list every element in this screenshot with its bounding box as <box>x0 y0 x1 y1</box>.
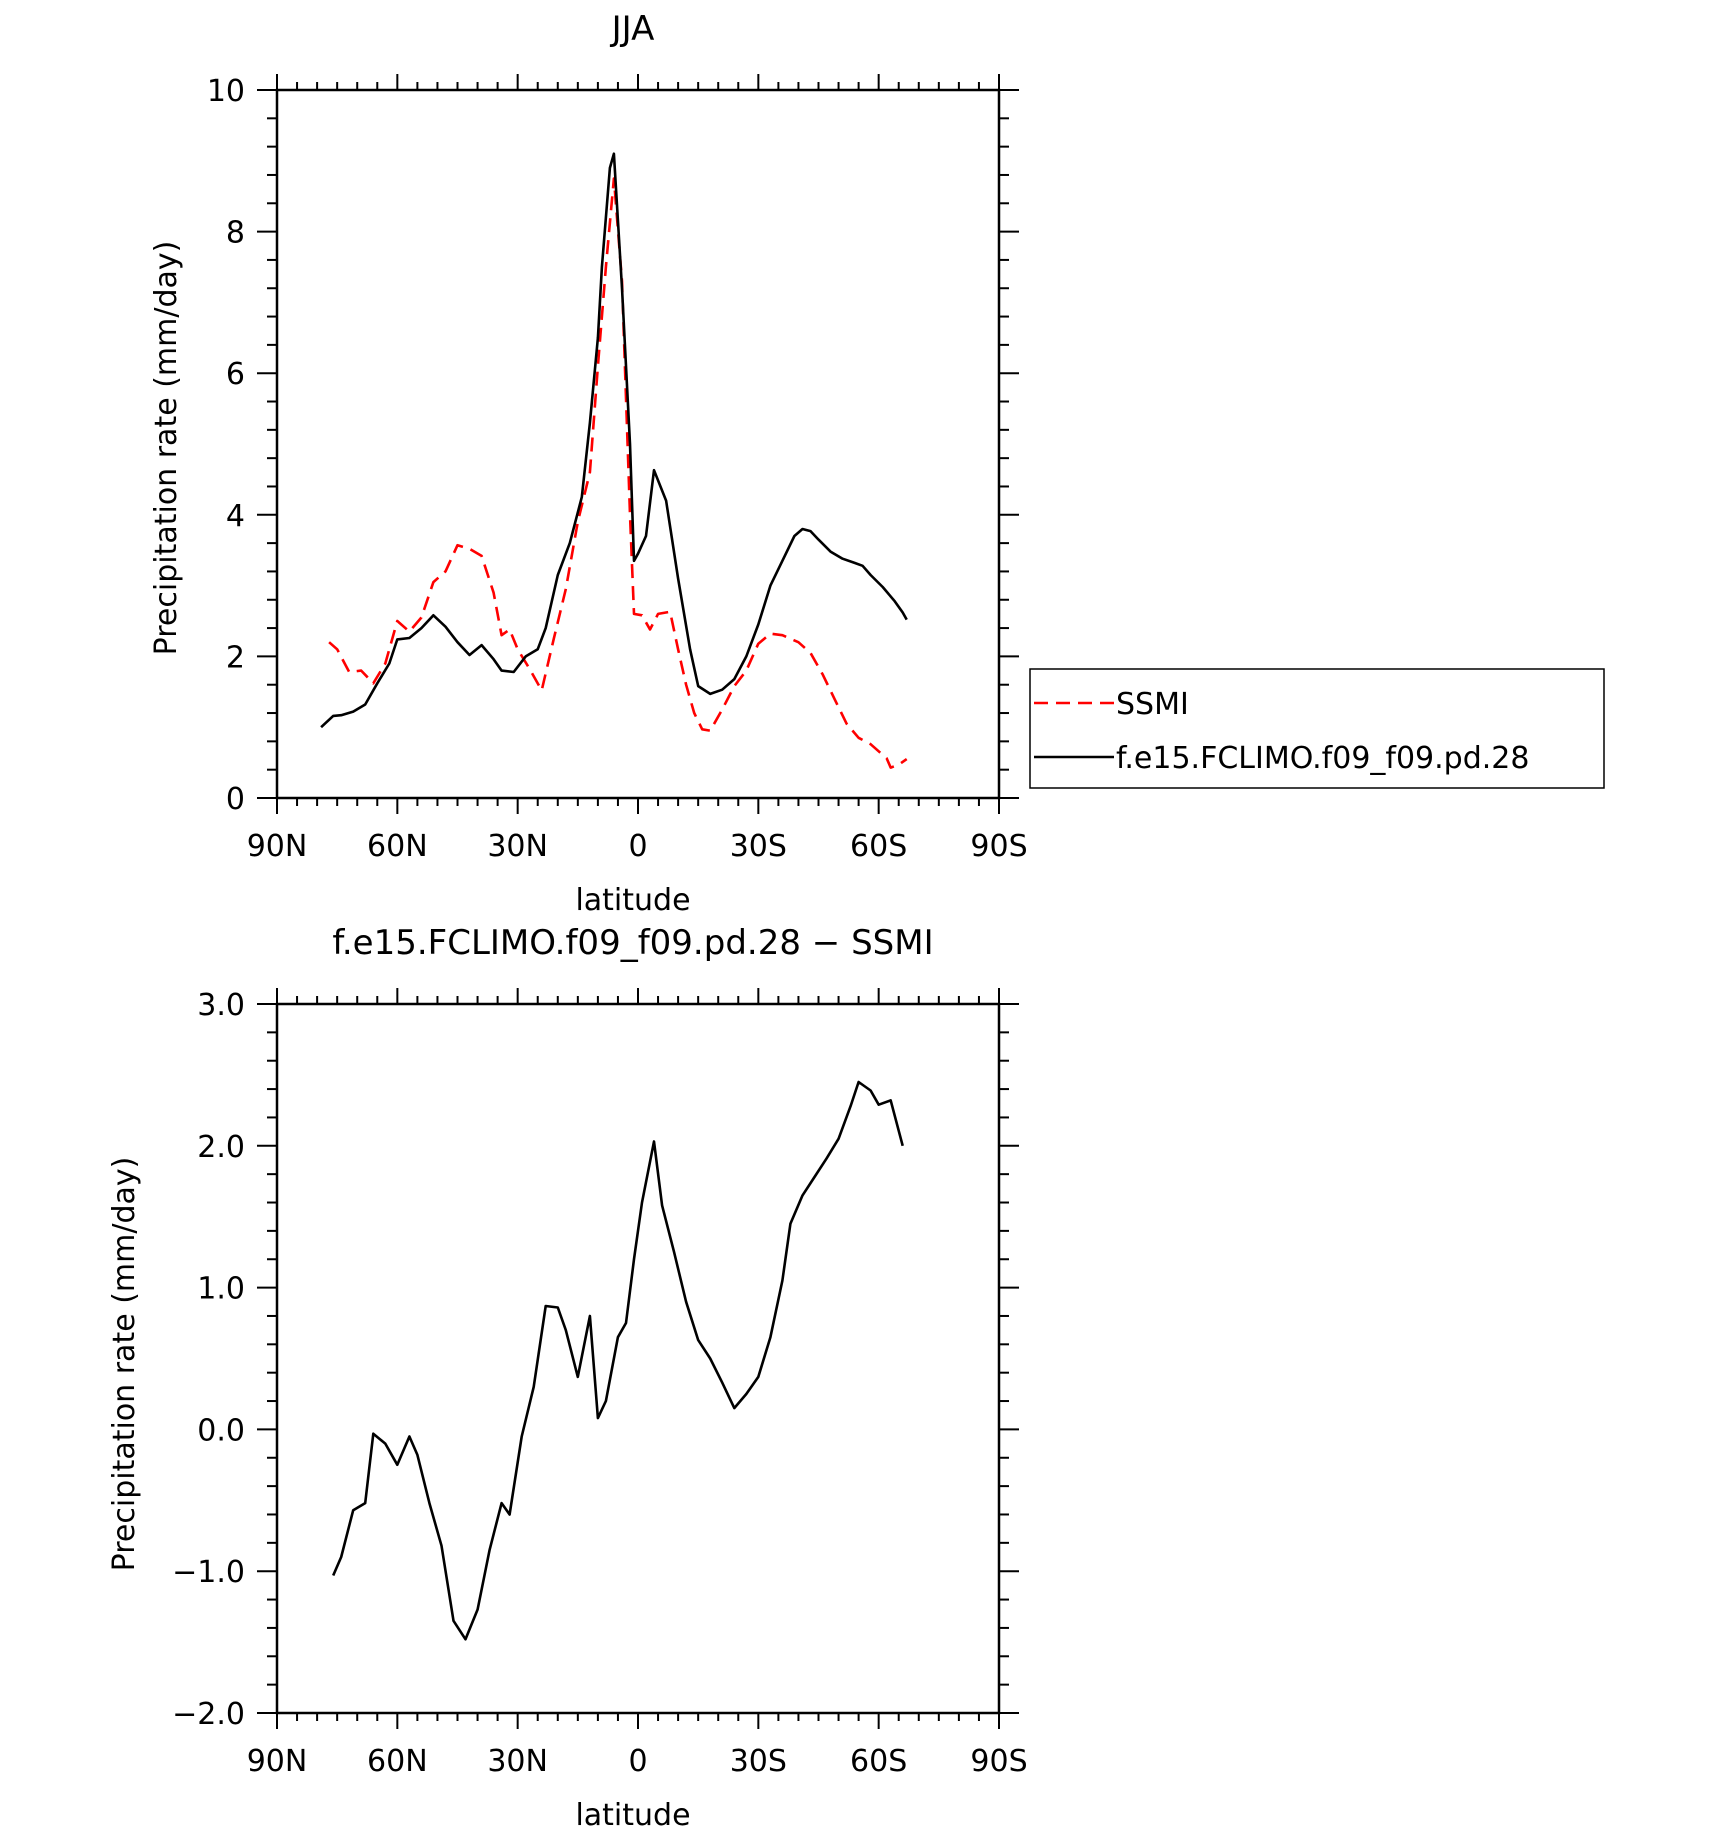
x-tick-label: 0 <box>628 1744 647 1779</box>
plot-frame <box>275 88 1001 800</box>
y-axis-title: Precipitation rate (mm/day) <box>107 1157 142 1572</box>
chart-panel-difference: f.e15.FCLIMO.f09_f09.pd.28 − SSMI 90N 60N… <box>107 923 1028 1833</box>
legend-box <box>1029 668 1605 789</box>
y-tick-label: 1.0 <box>197 1272 245 1307</box>
legend: SSMI f.e15.FCLIMO.f09_f09.pd.28 <box>1029 668 1605 789</box>
y-tick-label: 2 <box>226 640 245 675</box>
x-tick-label: 30S <box>730 829 787 864</box>
x-tick-label: 60S <box>850 829 907 864</box>
x-tick-label: 0 <box>628 829 647 864</box>
y-tick-label: 0 <box>226 782 245 817</box>
y-tick-label: 4 <box>226 499 245 534</box>
x-tick-label: 90S <box>970 1744 1027 1779</box>
y-tick-label: −1.0 <box>172 1555 245 1590</box>
y-tick-label: 10 <box>207 74 245 109</box>
x-axis-title: latitude <box>575 1798 690 1833</box>
chart-title: f.e15.FCLIMO.f09_f09.pd.28 − SSMI <box>332 923 933 963</box>
y-tick-label: 6 <box>226 357 245 392</box>
legend-label-ssmi: SSMI <box>1116 687 1189 722</box>
x-tick-label: 90N <box>247 1744 308 1779</box>
x-tick-label: 90N <box>247 829 308 864</box>
chart-title: JJA <box>610 9 655 49</box>
y-tick-label: −2.0 <box>172 1697 245 1732</box>
legend-label-model: f.e15.FCLIMO.f09_f09.pd.28 <box>1116 741 1529 776</box>
y-tick-label: 8 <box>226 216 245 251</box>
x-tick-label: 60N <box>367 1744 428 1779</box>
y-tick-label: 0.0 <box>197 1413 245 1448</box>
x-tick-label: 30N <box>487 829 548 864</box>
plot-frame <box>275 1002 1001 1715</box>
x-tick-label: 60S <box>850 1744 907 1779</box>
x-axis-title: latitude <box>575 883 690 918</box>
x-tick-label: 30N <box>487 1744 548 1779</box>
x-tick-label: 30S <box>730 1744 787 1779</box>
series-line-difference <box>332 1080 904 1641</box>
x-tick-label: 90S <box>970 829 1027 864</box>
series-line-ssmi <box>328 177 908 769</box>
y-axis-title: Precipitation rate (mm/day) <box>149 241 184 656</box>
y-tick-label: 3.0 <box>197 988 245 1023</box>
x-tick-label: 60N <box>367 829 428 864</box>
y-tick-label: 2.0 <box>197 1130 245 1165</box>
series-line-f-e15-fclimo-f09-f09-pd-28 <box>320 152 908 729</box>
